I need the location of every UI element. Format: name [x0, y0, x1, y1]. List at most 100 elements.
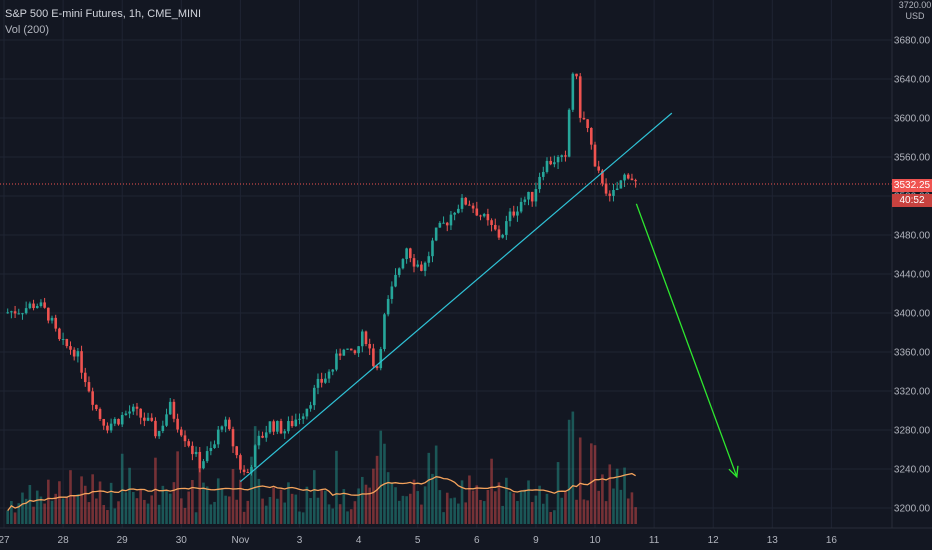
candle-body: [58, 328, 61, 340]
volume-bar: [198, 466, 202, 524]
price-tick-label: 3680.00: [894, 36, 931, 47]
volume-bar: [172, 482, 176, 524]
candle-body: [457, 208, 460, 213]
volume-bar: [630, 492, 634, 524]
candle-body: [375, 366, 379, 369]
volume-bar: [131, 491, 135, 524]
candle-body: [183, 435, 187, 442]
candle-body: [290, 421, 294, 427]
candle-body: [464, 197, 468, 205]
volume-bar: [220, 488, 224, 524]
currency-label: 3720.00 USD: [898, 0, 932, 22]
candle-body: [220, 426, 224, 430]
candle-body: [342, 349, 346, 356]
candle-body: [560, 155, 564, 157]
candle-body: [305, 408, 309, 417]
candle-body: [442, 222, 445, 224]
time-tick-label: 16: [826, 535, 838, 546]
volume-bar: [571, 411, 575, 524]
volume-bar: [298, 511, 301, 524]
volume-bar: [61, 498, 65, 524]
candle-body: [24, 308, 28, 314]
volume-bar: [124, 492, 128, 524]
volume-bar: [619, 489, 623, 524]
volume-bar: [608, 464, 612, 524]
candle-body: [176, 418, 179, 430]
volume-bar: [493, 491, 497, 524]
volume-bar: [523, 489, 527, 524]
volume-bar: [290, 493, 294, 524]
price-tick-label: 3560.00: [894, 153, 931, 164]
candle-body: [623, 174, 626, 181]
price-tick-label: 3480.00: [894, 231, 931, 242]
candle-body: [301, 416, 305, 419]
candle-body: [10, 311, 13, 313]
volume-bar: [590, 443, 593, 524]
volume-bar: [246, 500, 250, 524]
candle-body: [187, 441, 190, 446]
volume-bar: [235, 499, 239, 524]
volume-bar: [32, 506, 35, 524]
volume-bar: [360, 476, 364, 524]
candle-body: [615, 188, 619, 190]
volume-bar: [331, 508, 335, 524]
volume-bar: [180, 498, 183, 524]
volume-bar: [420, 504, 423, 524]
candle-body: [490, 220, 493, 226]
candle-body: [634, 180, 637, 182]
candle-body: [405, 248, 408, 260]
volume-bar: [416, 491, 419, 524]
candle-body: [331, 369, 335, 372]
volume-bar: [109, 482, 113, 524]
candle-body: [80, 351, 83, 373]
candle-body: [438, 222, 442, 228]
candle-body: [316, 378, 320, 388]
time-tick-label: 12: [708, 535, 720, 546]
volume-bar: [117, 501, 120, 524]
candle-body: [578, 76, 582, 118]
candle-body: [353, 350, 357, 354]
volume-bar: [113, 508, 117, 524]
volume-indicator-label[interactable]: Vol (200): [5, 24, 50, 36]
candle-body: [61, 338, 65, 340]
volume-bar: [508, 491, 512, 524]
time-tick-label: 5: [415, 535, 421, 546]
candle-body: [597, 166, 600, 171]
volume-bar: [357, 488, 360, 524]
candle-body: [139, 408, 142, 418]
candle-body: [95, 404, 98, 410]
time-axis[interactable]: [0, 528, 892, 550]
volume-bar: [556, 462, 560, 524]
price-axis-labels: 3200.00 3240.00 3280.00 3320.00 3360.00 3400.…: [894, 36, 931, 515]
candle-body: [460, 197, 464, 209]
volume-bar: [453, 497, 456, 524]
volume-moving-average: [7, 472, 636, 511]
candle-body: [228, 419, 231, 430]
candle-body: [582, 117, 586, 120]
volume-bar: [460, 480, 464, 524]
candle-body: [453, 212, 456, 215]
volume-bar: [601, 474, 604, 524]
currency-unit[interactable]: USD: [905, 11, 925, 21]
candle-body: [364, 331, 368, 345]
volume-bar: [202, 482, 205, 524]
candle-body: [423, 262, 427, 271]
candle-body: [431, 240, 434, 257]
symbol-title[interactable]: S&P 500 E-mini Futures, 1h, CME_MINI: [5, 8, 202, 20]
candle-body: [231, 429, 235, 447]
volume-bar: [397, 500, 401, 524]
volume-bar: [102, 505, 106, 524]
candle-body: [91, 391, 94, 405]
volume-bar: [434, 445, 438, 524]
candle-body: [427, 256, 431, 263]
volume-bar: [505, 477, 508, 524]
candle-body: [250, 467, 253, 473]
candle-body: [213, 444, 216, 449]
volume-bar: [553, 510, 556, 524]
price-axis[interactable]: [892, 0, 932, 528]
grid: [0, 0, 892, 528]
volume-bar: [475, 485, 479, 524]
volume-bar: [242, 511, 246, 524]
volume-bar: [338, 504, 342, 524]
